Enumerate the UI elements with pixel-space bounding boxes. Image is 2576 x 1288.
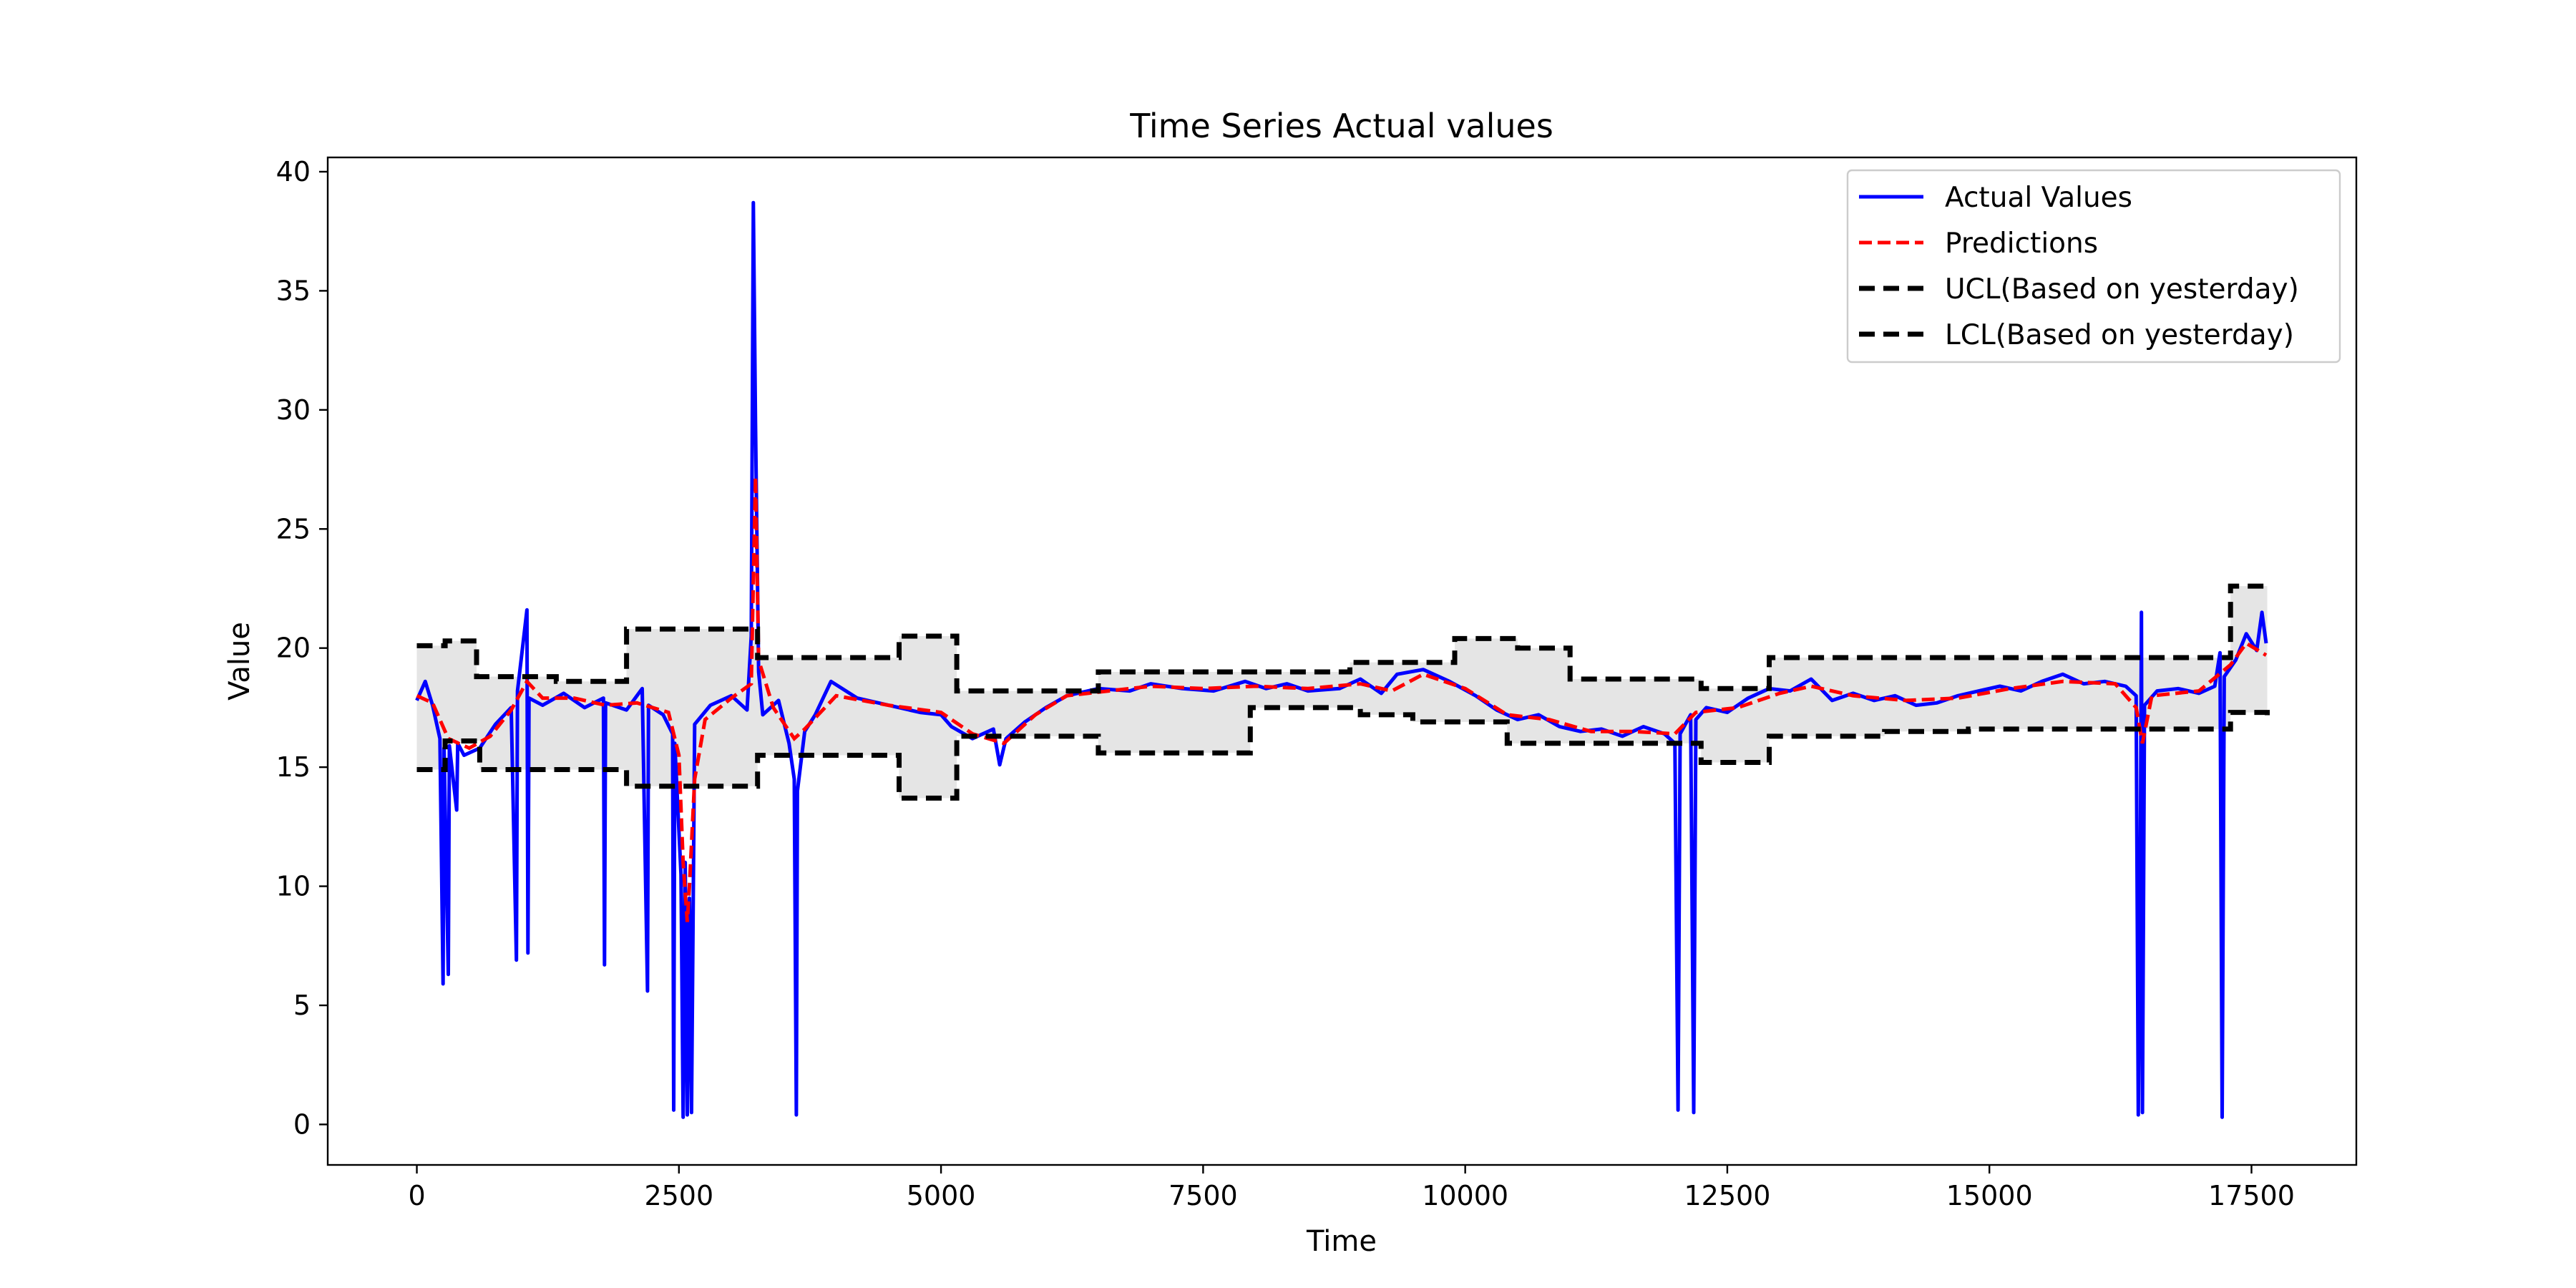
control-limit-series bbox=[416, 583, 2270, 801]
predictions-series bbox=[416, 476, 2268, 922]
legend-box bbox=[1846, 169, 2341, 364]
predictions-line bbox=[416, 476, 2268, 922]
legend-label-ucl: UCL(Based on yesterday) bbox=[1945, 273, 2299, 306]
y-tick-label: 25 bbox=[276, 513, 311, 545]
x-tick-label: 0 bbox=[408, 1180, 425, 1211]
y-tick-label: 10 bbox=[276, 871, 311, 902]
y-tick-label: 20 bbox=[276, 633, 311, 664]
actual-values-line bbox=[415, 200, 2268, 1119]
x-tick-label: 7500 bbox=[1169, 1180, 1238, 1211]
x-tick-label: 10000 bbox=[1422, 1180, 1508, 1211]
legend-label-actual: Actual Values bbox=[1945, 182, 2132, 214]
x-axis: 0 2500 5000 7500 10000 12500 15000 17500 bbox=[408, 1165, 2295, 1211]
ucl-line bbox=[416, 583, 2268, 694]
x-tick-label: 2500 bbox=[644, 1180, 713, 1211]
legend-label-predictions: Predictions bbox=[1945, 228, 2098, 260]
x-tick-label: 12500 bbox=[1684, 1180, 1770, 1211]
y-tick-label: 30 bbox=[276, 394, 311, 426]
y-tick-label: 0 bbox=[293, 1108, 311, 1140]
y-axis-title: Value bbox=[223, 622, 256, 701]
legend-label-lcl: LCL(Based on yesterday) bbox=[1945, 319, 2294, 351]
x-tick-label: 5000 bbox=[907, 1180, 976, 1211]
control-band-fill bbox=[416, 586, 2268, 799]
y-tick-label: 35 bbox=[276, 275, 311, 306]
x-tick-label: 15000 bbox=[1946, 1180, 2033, 1211]
y-tick-label: 15 bbox=[276, 751, 311, 783]
actual-values-series bbox=[415, 200, 2268, 1119]
chart-title: Time Series Actual values bbox=[1129, 107, 1553, 145]
y-axis: 0 5 10 15 20 25 30 35 40 bbox=[276, 156, 328, 1140]
y-tick-label: 40 bbox=[276, 156, 311, 187]
y-tick-label: 5 bbox=[293, 990, 311, 1021]
x-axis-title: Time bbox=[1306, 1225, 1377, 1258]
legend: Actual Values Predictions UCL(Based on y… bbox=[1846, 169, 2341, 364]
plot-area-frame bbox=[326, 156, 2358, 1166]
lcl-line bbox=[416, 705, 2270, 801]
x-tick-label: 17500 bbox=[2208, 1180, 2295, 1211]
control-band bbox=[416, 586, 2268, 799]
